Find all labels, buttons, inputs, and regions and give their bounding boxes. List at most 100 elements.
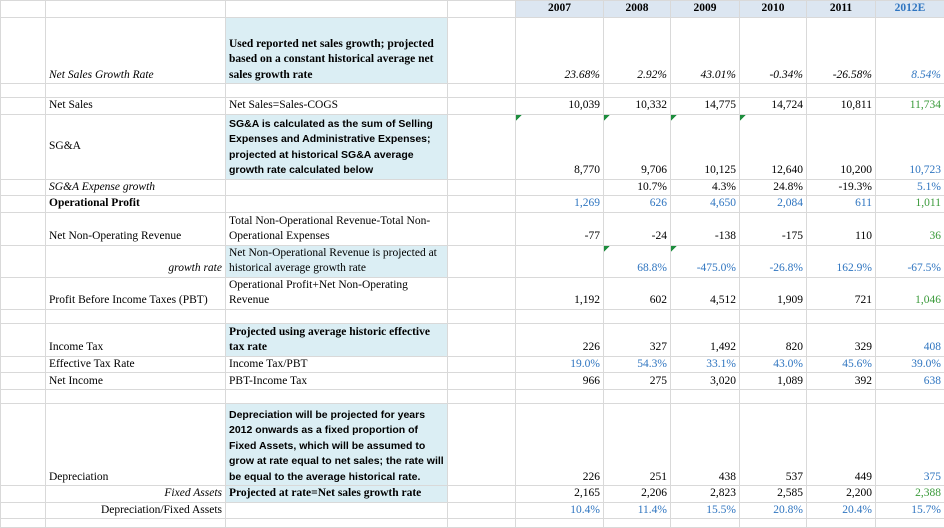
value-cell: 4,512: [671, 277, 740, 309]
value-cell: 10,723: [876, 114, 944, 179]
row-label: Depreciation/Fixed Assets: [46, 502, 226, 519]
value-cell: 11.4%: [604, 502, 671, 519]
cell: [226, 502, 448, 519]
value-cell: -175: [740, 212, 807, 245]
cell: [1, 519, 46, 528]
row-note: Used reported net sales growth; projecte…: [226, 18, 448, 84]
value-cell: 19.0%: [516, 356, 604, 373]
year-header: 2012E: [876, 1, 944, 18]
value-cell: 14,724: [740, 98, 807, 115]
value-cell: -138: [671, 212, 740, 245]
value-cell: 15.7%: [876, 502, 944, 519]
cell: [740, 84, 807, 98]
cell: [807, 519, 876, 528]
cell: [1, 390, 46, 404]
value-cell: 1,492: [671, 323, 740, 356]
year-header: 2007: [516, 1, 604, 18]
row-label: SG&A: [46, 114, 226, 179]
value-cell: 1,046: [876, 277, 944, 309]
value-cell: 226: [516, 404, 604, 486]
cell: [1, 356, 46, 373]
value-cell: 14,775: [671, 98, 740, 115]
value-cell: 10,125: [671, 114, 740, 179]
cell: [671, 84, 740, 98]
cell: [876, 84, 944, 98]
value-cell: 329: [807, 323, 876, 356]
cell: [516, 390, 604, 404]
value-cell: 8.54%: [876, 18, 944, 84]
cell: [1, 309, 46, 323]
row: [1, 390, 944, 404]
row-label: Net Income: [46, 373, 226, 390]
cell: [671, 390, 740, 404]
value-cell: 4.3%: [671, 179, 740, 196]
cell: [807, 84, 876, 98]
value-cell: 626: [604, 196, 671, 213]
value-cell: 10,200: [807, 114, 876, 179]
cell: [740, 309, 807, 323]
cell: [516, 84, 604, 98]
value-cell: 611: [807, 196, 876, 213]
year-header: 2010: [740, 1, 807, 18]
cell: [604, 84, 671, 98]
cell: [516, 245, 604, 277]
row-label: Net Sales Growth Rate: [46, 18, 226, 84]
cell: [1, 323, 46, 356]
value-cell: 327: [604, 323, 671, 356]
value-cell: 24.8%: [740, 179, 807, 196]
row-label: Net Non-Operating Revenue: [46, 212, 226, 245]
value-cell: 438: [671, 404, 740, 486]
value-cell: 162.9%: [807, 245, 876, 277]
cell: [226, 84, 448, 98]
value-cell: 2,388: [876, 486, 944, 503]
value-cell: 54.3%: [604, 356, 671, 373]
year-header: 2008: [604, 1, 671, 18]
value-cell: 2,084: [740, 196, 807, 213]
cell: [448, 373, 516, 390]
row-note: SG&A is calculated as the sum of Selling…: [226, 114, 448, 179]
row: [1, 519, 944, 528]
cell: [1, 84, 46, 98]
row-note: Net Sales=Sales-COGS: [226, 98, 448, 115]
cell: [448, 277, 516, 309]
cell: [448, 390, 516, 404]
cell: [1, 114, 46, 179]
value-cell: 375: [876, 404, 944, 486]
row: SG&A Expense growth 10.7%4.3%24.8%-19.3%…: [1, 179, 944, 196]
cell: [46, 390, 226, 404]
cell: [1, 277, 46, 309]
cell: [226, 519, 448, 528]
cell: [46, 1, 226, 18]
value-cell: -0.34%: [740, 18, 807, 84]
row-label: Effective Tax Rate: [46, 356, 226, 373]
year-header: 2011: [807, 1, 876, 18]
value-cell: 10,811: [807, 98, 876, 115]
cell: [226, 390, 448, 404]
cell: [46, 519, 226, 528]
cell: [448, 519, 516, 528]
row-label: Depreciation: [46, 404, 226, 486]
row-note: Operational Profit+Net Non-Operating Rev…: [226, 277, 448, 309]
cell: [1, 502, 46, 519]
cell: [1, 98, 46, 115]
cell: [876, 519, 944, 528]
value-cell: 1,909: [740, 277, 807, 309]
cell: [1, 486, 46, 503]
cell: [1, 245, 46, 277]
row-label: Profit Before Income Taxes (PBT): [46, 277, 226, 309]
value-cell: -19.3%: [807, 179, 876, 196]
row-note: Net Non-Operational Revenue is projected…: [226, 245, 448, 277]
value-cell: 449: [807, 404, 876, 486]
value-cell: 39.0%: [876, 356, 944, 373]
value-cell: 23.68%: [516, 18, 604, 84]
value-cell: 5.1%: [876, 179, 944, 196]
cell: [1, 373, 46, 390]
value-cell: 275: [604, 373, 671, 390]
